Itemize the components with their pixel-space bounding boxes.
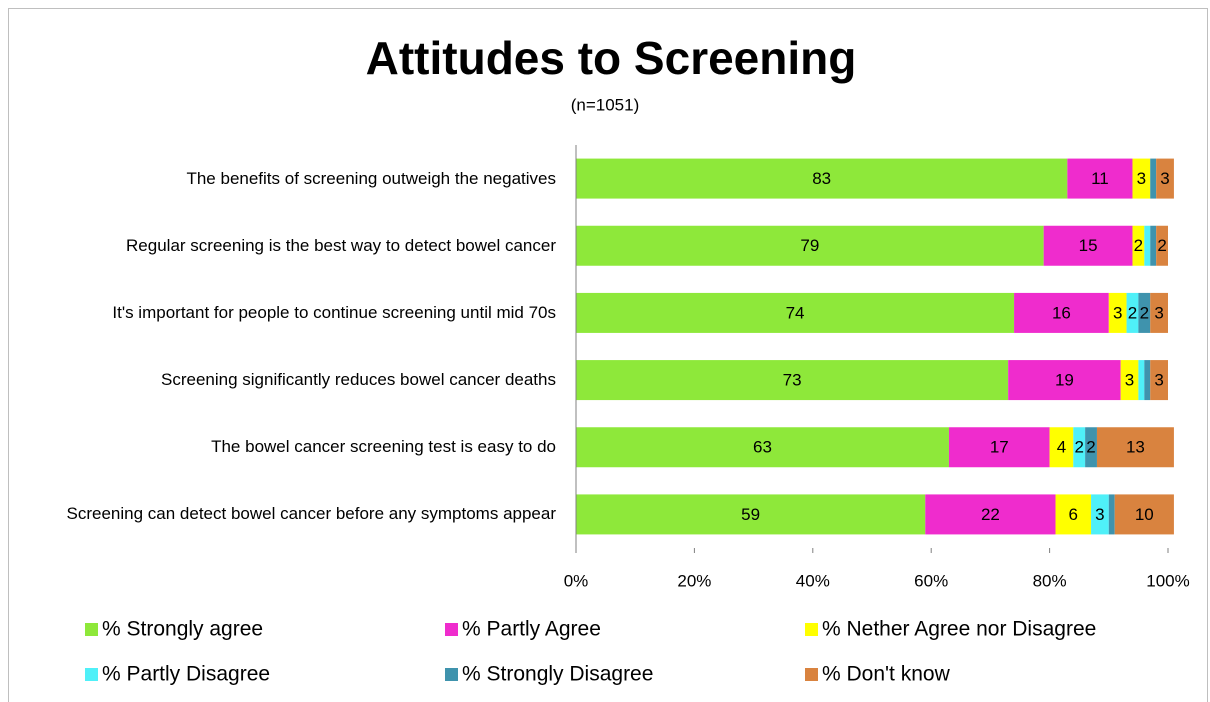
chart-subtitle: (n=1051) (571, 95, 640, 114)
bar-segment (1156, 225, 1168, 266)
bar-segment (576, 494, 926, 535)
data-label: 13 (1126, 438, 1145, 457)
bar-segment (1096, 427, 1174, 468)
category-label: The bowel cancer screening test is easy … (211, 437, 556, 457)
data-label: 3 (1154, 371, 1163, 390)
bar-segment (1091, 494, 1109, 535)
legend-label: % Strongly agree (102, 618, 263, 641)
data-label: 19 (1055, 371, 1074, 390)
bar-segment (1144, 225, 1151, 266)
x-tick-label: 40% (796, 571, 830, 590)
x-tick-label: 20% (677, 571, 711, 590)
bar-segment (1014, 292, 1109, 333)
data-label: 3 (1125, 371, 1134, 390)
bar-segment (1067, 158, 1133, 199)
data-label: 3 (1154, 303, 1163, 322)
bar-segment (1156, 158, 1174, 199)
frame (8, 8, 1208, 702)
bar-segment (1150, 360, 1168, 401)
bar-segment (1132, 225, 1145, 266)
data-label: 11 (1091, 169, 1109, 188)
bar-segment (576, 292, 1015, 333)
data-label: 63 (753, 438, 772, 457)
bar-segment (1144, 360, 1151, 401)
legend-label: % Strongly Disagree (462, 663, 653, 686)
bar-segment (1108, 494, 1115, 535)
bar-segment (576, 158, 1068, 199)
legend-label: % Partly Agree (462, 618, 601, 641)
data-label: 73 (783, 371, 802, 390)
chart-title: Attitudes to Screening (366, 32, 857, 84)
bar-segment (1138, 292, 1151, 333)
bar-segment (1055, 494, 1092, 535)
legend-swatch (445, 668, 458, 681)
data-label: 3 (1160, 169, 1169, 188)
bar-segment (1138, 360, 1145, 401)
category-label: The benefits of screening outweigh the n… (186, 168, 556, 188)
data-label: 2 (1128, 303, 1137, 322)
data-label: 4 (1057, 438, 1066, 457)
legend-label: % Partly Disagree (102, 663, 270, 686)
x-tick-label: 60% (914, 571, 948, 590)
data-label: 3 (1137, 169, 1146, 188)
bar-segment (1008, 360, 1121, 401)
data-label: 22 (981, 505, 1000, 524)
data-label: 6 (1069, 505, 1078, 524)
bar-segment (948, 427, 1050, 468)
legend-label: % Nether Agree nor Disagree (822, 618, 1096, 641)
data-label: 79 (800, 236, 819, 255)
x-tick-label: 100% (1146, 571, 1189, 590)
category-label: Regular screening is the best way to det… (126, 235, 556, 255)
data-label: 10 (1135, 505, 1154, 524)
data-label: 74 (786, 303, 805, 322)
bar-segment (576, 360, 1009, 401)
bar-segment (1049, 427, 1074, 468)
bar-segment (1150, 158, 1157, 199)
data-label: 2 (1074, 438, 1083, 457)
data-label: 3 (1095, 505, 1104, 524)
bar-segment (1108, 292, 1127, 333)
legend-swatch (85, 668, 98, 681)
bar-segment (1043, 225, 1133, 266)
bar-segment (1150, 225, 1157, 266)
legend-swatch (85, 623, 98, 636)
legend-swatch (445, 623, 458, 636)
category-label: It's important for people to continue sc… (112, 302, 556, 322)
bar-segment (925, 494, 1056, 535)
data-label: 17 (990, 438, 1009, 457)
bar-segment (576, 427, 949, 468)
bar-segment (1120, 360, 1139, 401)
bar-segment (576, 225, 1044, 266)
data-label: 3 (1113, 303, 1122, 322)
data-label: 15 (1079, 236, 1098, 255)
x-tick-label: 80% (1033, 571, 1067, 590)
data-label: 2 (1086, 438, 1095, 457)
x-tick-label: 0% (564, 571, 589, 590)
legend-swatch (805, 668, 818, 681)
data-label: 59 (741, 505, 760, 524)
data-label: 2 (1157, 236, 1166, 255)
data-label: 2 (1140, 303, 1149, 322)
bar-segment (1150, 292, 1168, 333)
data-label: 16 (1052, 303, 1071, 322)
legend-swatch (805, 623, 818, 636)
bar-segment (1132, 158, 1151, 199)
category-label: Screening significantly reduces bowel ca… (160, 370, 556, 390)
bar-segment (1085, 427, 1097, 468)
bar-segment (1114, 494, 1174, 535)
bar-segment (1073, 427, 1086, 468)
bar-segment (1126, 292, 1139, 333)
data-label: 2 (1134, 236, 1143, 255)
legend-label: % Don't know (822, 663, 951, 686)
category-label: Screening can detect bowel cancer before… (66, 504, 557, 524)
data-label: 83 (812, 169, 831, 188)
